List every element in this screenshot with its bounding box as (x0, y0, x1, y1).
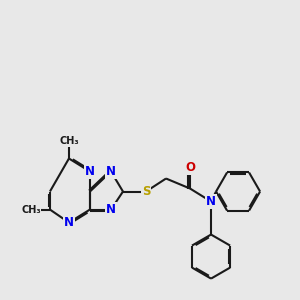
Text: S: S (142, 185, 150, 198)
Text: N: N (64, 216, 74, 229)
Text: O: O (185, 161, 195, 174)
Text: N: N (106, 165, 116, 178)
Text: N: N (106, 203, 116, 216)
Text: CH₃: CH₃ (21, 205, 41, 214)
Text: CH₃: CH₃ (59, 136, 79, 146)
Text: N: N (206, 195, 216, 208)
Text: N: N (85, 165, 95, 178)
